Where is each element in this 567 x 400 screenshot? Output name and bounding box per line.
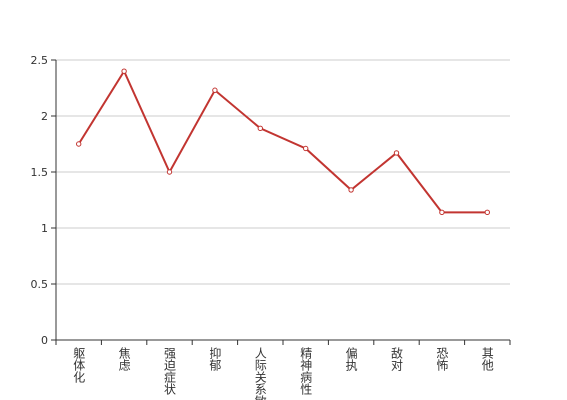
line [77,69,488,214]
point [121,68,127,74]
point [166,169,173,175]
x-tick-label: 敌对 [390,346,404,371]
y-tick-label: 2.5 [31,54,49,67]
y-tick-label: 1 [41,222,48,235]
point [393,150,400,156]
y-tick-label: 0.5 [31,278,49,291]
y-tick-label: 2 [41,110,48,123]
point [303,145,309,152]
point [348,187,354,193]
x-tick-label: 偏执 [344,346,358,372]
point [257,125,263,132]
x-tick-label: 强迫症状 [163,347,177,395]
x-tick-label: 恐怖 [435,347,449,371]
x-tick-label: 抑郁 [208,346,222,372]
point [212,87,218,93]
y-tick-label: 1.5 [31,166,49,179]
y-tick-label: 0 [41,334,48,347]
x-tick-label: 精神病性 [299,347,313,396]
x-tick-label: 其他 [480,347,494,371]
point [439,209,445,216]
point [76,141,82,147]
x-tick-label: 焦虑 [117,347,131,371]
x-tick-label: 躯体化 [72,346,86,384]
point [484,209,490,216]
x-tick-label: 人际关系敏感 [253,347,267,400]
